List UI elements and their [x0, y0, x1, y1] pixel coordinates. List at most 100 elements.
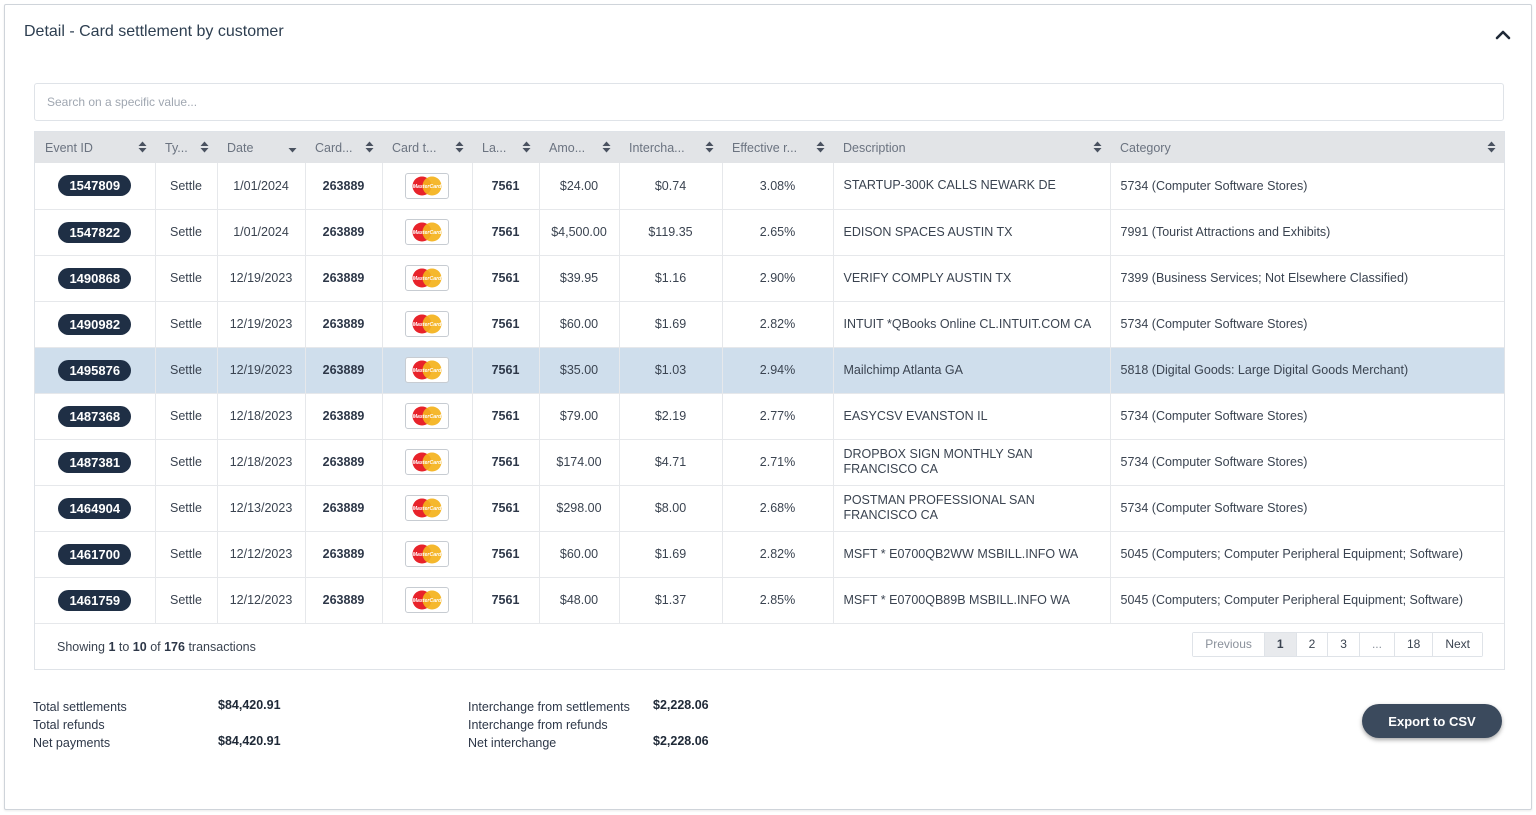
- interchange-cell: $1.03: [619, 347, 723, 394]
- description-cell: EDISON SPACES AUSTIN TX: [833, 209, 1111, 256]
- effective-rate-cell: 2.65%: [722, 209, 834, 256]
- pagination-next[interactable]: Next: [1433, 633, 1482, 656]
- svg-text:MasterCard: MasterCard: [413, 368, 442, 374]
- table-row[interactable]: 1490868 Settle 12/19/2023 263889 MasterCard 7…: [35, 255, 1504, 302]
- card-cell: 263889: [305, 301, 383, 348]
- column-header-interchange[interactable]: Intercha...: [619, 132, 722, 163]
- column-header-card-type[interactable]: Card t...: [382, 132, 472, 163]
- svg-text:MasterCard: MasterCard: [413, 460, 442, 466]
- pagination-page-1[interactable]: 1: [1264, 633, 1297, 656]
- column-header-category[interactable]: Category: [1110, 132, 1504, 163]
- pagination: Previous 1 2 3 ... 18 Next: [1192, 632, 1483, 657]
- column-header-last-digits[interactable]: La...: [472, 132, 539, 163]
- card-cell: 263889: [305, 439, 383, 486]
- interchange-cell: $1.16: [619, 255, 723, 302]
- pagination-page-18[interactable]: 18: [1394, 633, 1434, 656]
- interchange-cell: $8.00: [619, 485, 723, 532]
- mastercard-icon: MasterCard: [405, 311, 449, 337]
- results-info: Showing 1 to 10 of 176 transactions: [57, 640, 256, 654]
- event-id-badge[interactable]: 1487368: [58, 405, 132, 427]
- column-header-description[interactable]: Description: [833, 132, 1110, 163]
- column-header-type[interactable]: Ty...: [155, 132, 217, 163]
- category-cell: 5734 (Computer Software Stores): [1110, 393, 1504, 440]
- mastercard-icon: MasterCard: [405, 265, 449, 291]
- table-row[interactable]: 1495876 Settle 12/19/2023 263889 MasterCard 7…: [35, 347, 1504, 394]
- table-row[interactable]: 1487368 Settle 12/18/2023 263889 MasterCard 7…: [35, 393, 1504, 440]
- column-header-date[interactable]: Date: [217, 132, 305, 163]
- column-header-card[interactable]: Card...: [305, 132, 382, 163]
- type-cell: Settle: [155, 577, 218, 624]
- card-cell: 263889: [305, 393, 383, 440]
- event-id-badge[interactable]: 1547822: [58, 221, 132, 243]
- net-interchange-value: $2,228.06: [653, 734, 709, 748]
- card-cell: 263889: [305, 531, 383, 578]
- interchange-settlements-label: Interchange from settlements: [468, 700, 630, 714]
- info-of-word: of: [150, 640, 161, 654]
- column-header-event-id[interactable]: Event ID: [35, 132, 155, 163]
- mastercard-icon: MasterCard: [405, 403, 449, 429]
- column-header-amount[interactable]: Amo...: [539, 132, 619, 163]
- chevron-up-icon[interactable]: [1493, 25, 1513, 45]
- card-type-cell: MasterCard: [382, 393, 473, 440]
- type-cell: Settle: [155, 209, 218, 256]
- last-digits-cell: 7561: [472, 301, 540, 348]
- card-type-cell: MasterCard: [382, 439, 473, 486]
- column-header-effective-rate[interactable]: Effective r...: [722, 132, 833, 163]
- effective-rate-cell: 2.90%: [722, 255, 834, 302]
- export-csv-button[interactable]: Export to CSV: [1362, 704, 1502, 738]
- sort-icon: [138, 141, 147, 153]
- pagination-previous[interactable]: Previous: [1193, 633, 1265, 656]
- card-settlement-panel: Detail - Card settlement by customer Eve…: [4, 4, 1532, 810]
- date-cell: 12/18/2023: [217, 439, 306, 486]
- event-id-badge[interactable]: 1487381: [58, 451, 132, 473]
- table-row[interactable]: 1547809 Settle 1/01/2024 263889 MasterCard 75…: [35, 163, 1504, 210]
- date-cell: 12/19/2023: [217, 347, 306, 394]
- type-cell: Settle: [155, 255, 218, 302]
- event-id-badge[interactable]: 1461700: [58, 543, 132, 565]
- effective-rate-cell: 2.77%: [722, 393, 834, 440]
- event-id-cell: 1547822: [35, 209, 156, 256]
- effective-rate-cell: 2.82%: [722, 301, 834, 348]
- amount-cell: $35.00: [539, 347, 620, 394]
- event-id-badge[interactable]: 1490982: [58, 313, 132, 335]
- table-row[interactable]: 1461700 Settle 12/12/2023 263889 MasterCard 7…: [35, 531, 1504, 578]
- mastercard-icon: MasterCard: [405, 541, 449, 567]
- interchange-cell: $1.37: [619, 577, 723, 624]
- table-row[interactable]: 1487381 Settle 12/18/2023 263889 MasterCard 7…: [35, 439, 1504, 486]
- sort-icon: [1487, 141, 1496, 153]
- event-id-badge[interactable]: 1464904: [58, 497, 132, 519]
- info-to-word: to: [118, 640, 130, 654]
- table-header-row: Event ID Ty... Date Card... Card t... La... Am…: [35, 132, 1504, 163]
- search-input[interactable]: [34, 83, 1504, 121]
- sort-icon: [705, 141, 714, 153]
- event-id-badge[interactable]: 1490868: [58, 267, 132, 289]
- event-id-badge[interactable]: 1547809: [58, 175, 132, 197]
- mastercard-icon: MasterCard: [405, 357, 449, 383]
- mastercard-icon: MasterCard: [405, 172, 449, 199]
- sort-icon: [816, 141, 825, 153]
- category-cell: 5045 (Computers; Computer Peripheral Equ…: [1110, 531, 1504, 578]
- amount-cell: $24.00: [539, 163, 620, 210]
- info-total: 176: [164, 640, 185, 654]
- column-header-label: Card...: [315, 140, 353, 155]
- column-header-label: Event ID: [45, 140, 93, 155]
- event-id-badge[interactable]: 1461759: [58, 589, 132, 611]
- last-digits-cell: 7561: [472, 439, 540, 486]
- table-row[interactable]: 1461759 Settle 12/12/2023 263889 MasterCard 7…: [35, 577, 1504, 624]
- date-cell: 12/19/2023: [217, 255, 306, 302]
- amount-cell: $298.00: [539, 485, 620, 532]
- pagination-page-3[interactable]: 3: [1328, 633, 1360, 656]
- table-row[interactable]: 1464904 Settle 12/13/2023 263889 MasterCard 7…: [35, 485, 1504, 532]
- interchange-cell: $119.35: [619, 209, 723, 256]
- table-row[interactable]: 1547822 Settle 1/01/2024 263889 MasterCard 75…: [35, 209, 1504, 256]
- last-digits-cell: 7561: [472, 255, 540, 302]
- event-id-badge[interactable]: 1495876: [58, 359, 132, 381]
- description-cell: DROPBOX SIGN MONTHLY SAN FRANCISCO CA: [833, 439, 1111, 486]
- sort-icon: [1093, 141, 1102, 153]
- settlement-table: Event ID Ty... Date Card... Card t... La... Am…: [34, 131, 1505, 670]
- pagination-page-2[interactable]: 2: [1296, 633, 1329, 656]
- event-id-cell: 1461700: [35, 531, 156, 578]
- amount-cell: $79.00: [539, 393, 620, 440]
- table-row[interactable]: 1490982 Settle 12/19/2023 263889 MasterCard 7…: [35, 301, 1504, 348]
- date-cell: 12/13/2023: [217, 485, 306, 532]
